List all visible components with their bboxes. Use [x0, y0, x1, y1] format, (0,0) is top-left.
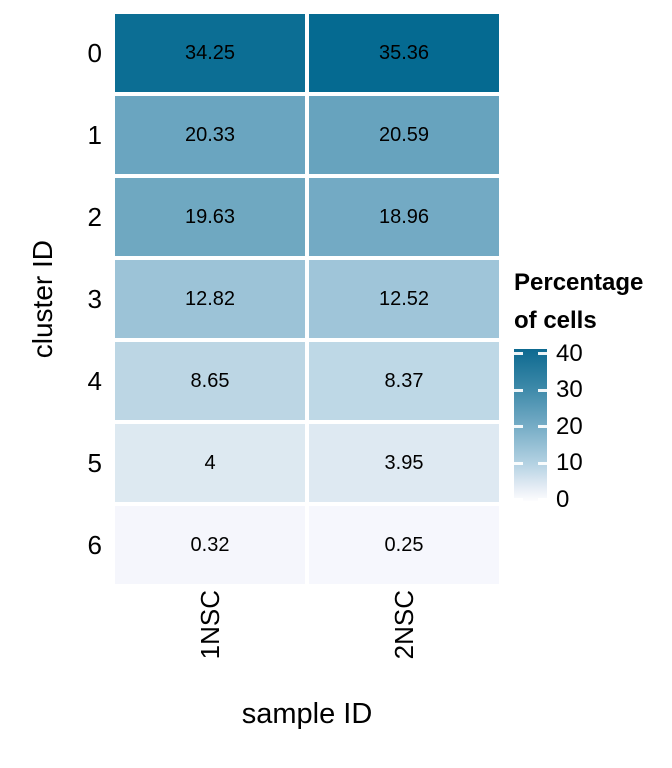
x-tick-labels: 1NSC 2NSC [115, 590, 499, 690]
heatmap-grid: 0 34.25 35.36 1 20.33 20.59 2 19.63 18.96 3 12.82 1… [70, 14, 499, 584]
legend-colorbar [514, 348, 547, 501]
legend-title: Percentage of cells [514, 269, 644, 335]
x-tick-label: 1NSC [115, 590, 305, 690]
heatmap-cell: 4 [115, 424, 305, 502]
heatmap-cell: 19.63 [115, 178, 305, 256]
legend: Percentage of cells 40 30 20 10 0 [514, 264, 672, 512]
legend-tick-label: 40 [556, 339, 583, 367]
x-tick-label-text: 1NSC [194, 590, 225, 660]
heatmap-cell: 12.52 [309, 260, 499, 338]
legend-tick-dash [514, 352, 523, 356]
heatmap-cell: 20.33 [115, 96, 305, 174]
heatmap-cell: 0.25 [309, 506, 499, 584]
y-tick-label: 0 [87, 37, 102, 68]
y-tick-label: 2 [87, 201, 102, 232]
legend-tick-dash [538, 352, 547, 356]
legend-tick-label: 30 [556, 376, 583, 404]
legend-tick-label: 20 [556, 412, 583, 440]
heatmap-cell: 20.59 [309, 96, 499, 174]
legend-tick-label: 0 [556, 485, 570, 513]
legend-tick-dash [538, 461, 547, 465]
x-tick-label-text: 2NSC [388, 590, 419, 660]
y-tick-label: 6 [87, 529, 102, 560]
y-tick-label: 3 [87, 283, 102, 314]
legend-colorbar-wrap: 40 30 20 10 0 [514, 340, 672, 512]
y-tick-label: 5 [87, 447, 102, 478]
heatmap-cell: 3.95 [309, 424, 499, 502]
legend-tick-dash [538, 388, 547, 392]
y-tick-label: 4 [87, 365, 102, 396]
y-axis-title-text: cluster ID [27, 239, 58, 359]
heatmap-cell: 8.65 [115, 342, 305, 420]
y-tick-label: 1 [87, 119, 102, 150]
x-tick-label: 2NSC [309, 590, 499, 690]
heatmap-cell: 35.36 [309, 14, 499, 92]
heatmap-cell: 12.82 [115, 260, 305, 338]
x-axis-title: sample ID [241, 698, 373, 730]
heatmap-cell: 8.37 [309, 342, 499, 420]
legend-tick-dash [538, 498, 547, 502]
y-axis-title: cluster ID [24, 14, 62, 584]
legend-tick-dash [514, 425, 523, 429]
legend-tick-dash [538, 425, 547, 429]
legend-tick-label: 10 [556, 449, 583, 477]
heatmap-cell: 18.96 [309, 178, 499, 256]
legend-tick-dash [514, 388, 523, 392]
legend-tick-dash [514, 498, 523, 502]
legend-tick-dash [514, 461, 523, 465]
heatmap-cell: 34.25 [115, 14, 305, 92]
heatmap-cell: 0.32 [115, 506, 305, 584]
